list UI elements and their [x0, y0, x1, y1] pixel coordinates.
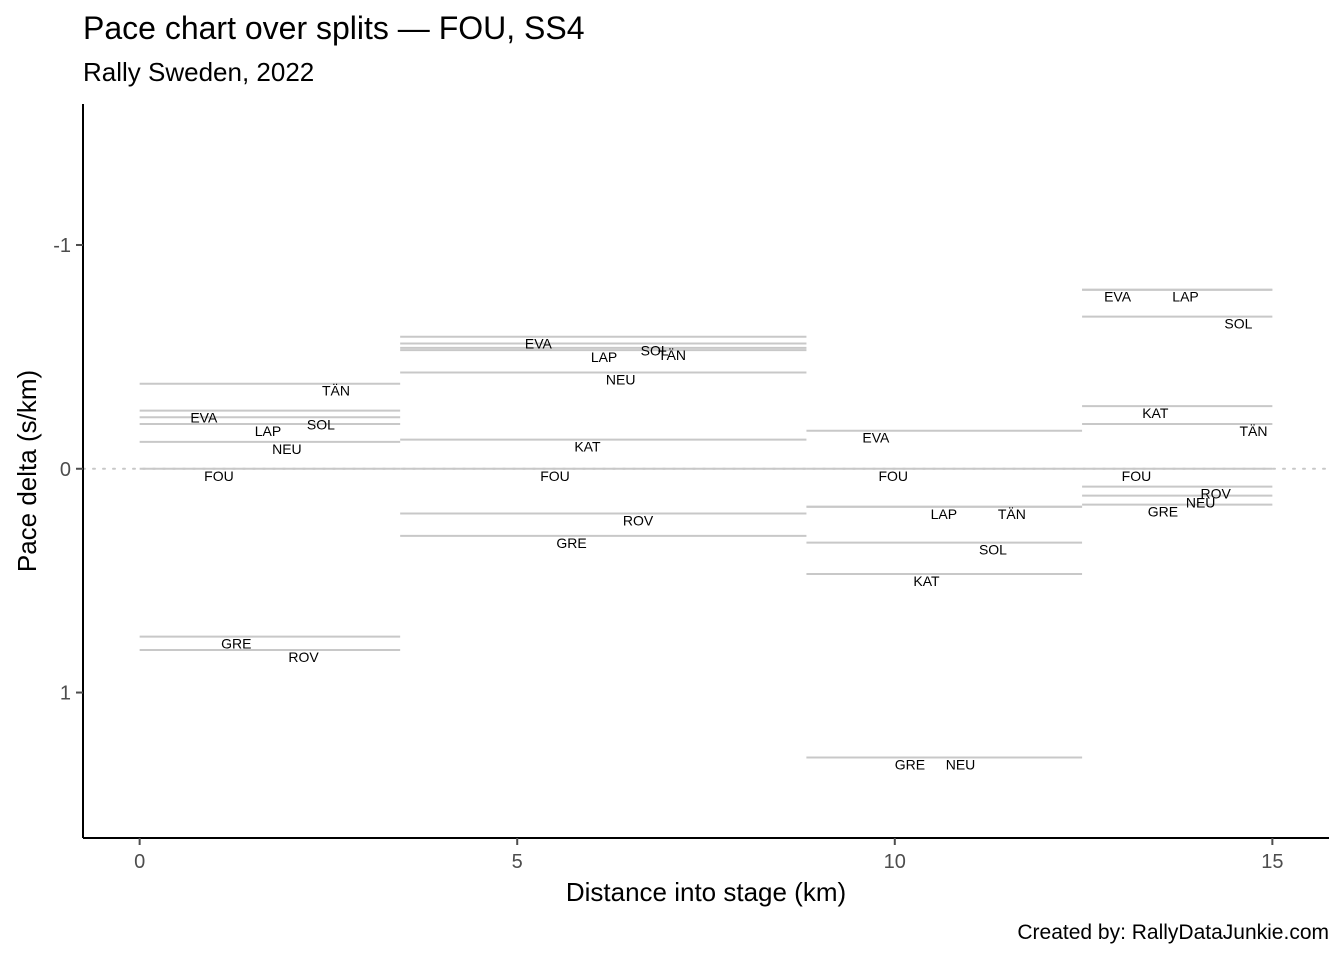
driver-label-3-gre: GRE	[1148, 504, 1178, 520]
driver-label-1-fou: FOU	[540, 468, 570, 484]
chart-subtitle: Rally Sweden, 2022	[83, 57, 315, 87]
driver-label-0-eva: EVA	[190, 410, 218, 426]
driver-label-1-rov: ROV	[623, 513, 654, 529]
driver-label-3-eva: EVA	[1104, 289, 1132, 305]
driver-label-0-sol: SOL	[307, 416, 335, 432]
driver-label-0-rov: ROV	[288, 649, 319, 665]
driver-label-2-lap: LAP	[931, 506, 957, 522]
driver-label-1-gre: GRE	[556, 535, 586, 551]
driver-label-3-kat: KAT	[1142, 405, 1169, 421]
driver-label-1-tän: TÄN	[658, 347, 686, 363]
driver-label-3-fou: FOU	[1122, 468, 1152, 484]
x-tick-label: 5	[512, 851, 523, 873]
driver-label-1-eva: EVA	[525, 336, 553, 352]
driver-label-2-gre: GRE	[895, 756, 925, 772]
caption: Created by: RallyDataJunkie.com	[1017, 921, 1329, 944]
driver-label-0-tän: TÄN	[322, 383, 350, 399]
y-axis-title: Pace delta (s/km)	[12, 370, 42, 572]
driver-label-2-neu: NEU	[946, 756, 976, 772]
driver-label-0-gre: GRE	[221, 636, 251, 652]
driver-label-0-neu: NEU	[272, 441, 302, 457]
driver-label-3-neu: NEU	[1186, 495, 1216, 511]
driver-label-0-lap: LAP	[255, 423, 281, 439]
x-axis-ticks: 0 5 10 15	[134, 838, 1283, 873]
driver-label-1-neu: NEU	[606, 372, 636, 388]
driver-label-1-lap: LAP	[591, 349, 617, 365]
driver-label-3-sol: SOL	[1224, 316, 1252, 332]
driver-label-1-kat: KAT	[574, 439, 601, 455]
driver-label-3-tän: TÄN	[1239, 423, 1267, 439]
y-tick-label: 1	[60, 683, 71, 705]
driver-label-0-fou: FOU	[204, 468, 234, 484]
x-axis-title: Distance into stage (km)	[566, 877, 846, 907]
y-axis-ticks: -1 0 1	[53, 235, 83, 705]
driver-label-3-lap: LAP	[1172, 289, 1198, 305]
x-tick-label: 15	[1261, 851, 1283, 873]
driver-label-2-sol: SOL	[979, 542, 1007, 558]
driver-label-2-kat: KAT	[913, 573, 940, 589]
driver-label-1-sol: SOL	[641, 342, 669, 358]
driver-label-2-fou: FOU	[878, 468, 908, 484]
y-tick-label: 0	[60, 459, 71, 481]
driver-label-2-tän: TÄN	[998, 506, 1026, 522]
segments-layer	[82, 288, 1330, 759]
x-tick-label: 0	[134, 851, 145, 873]
driver-label-2-eva: EVA	[862, 430, 890, 446]
driver-label-3-rov: ROV	[1201, 486, 1232, 502]
chart-title: Pace chart over splits — FOU, SS4	[83, 10, 585, 46]
y-tick-label: -1	[53, 235, 71, 257]
x-tick-label: 10	[884, 851, 906, 873]
